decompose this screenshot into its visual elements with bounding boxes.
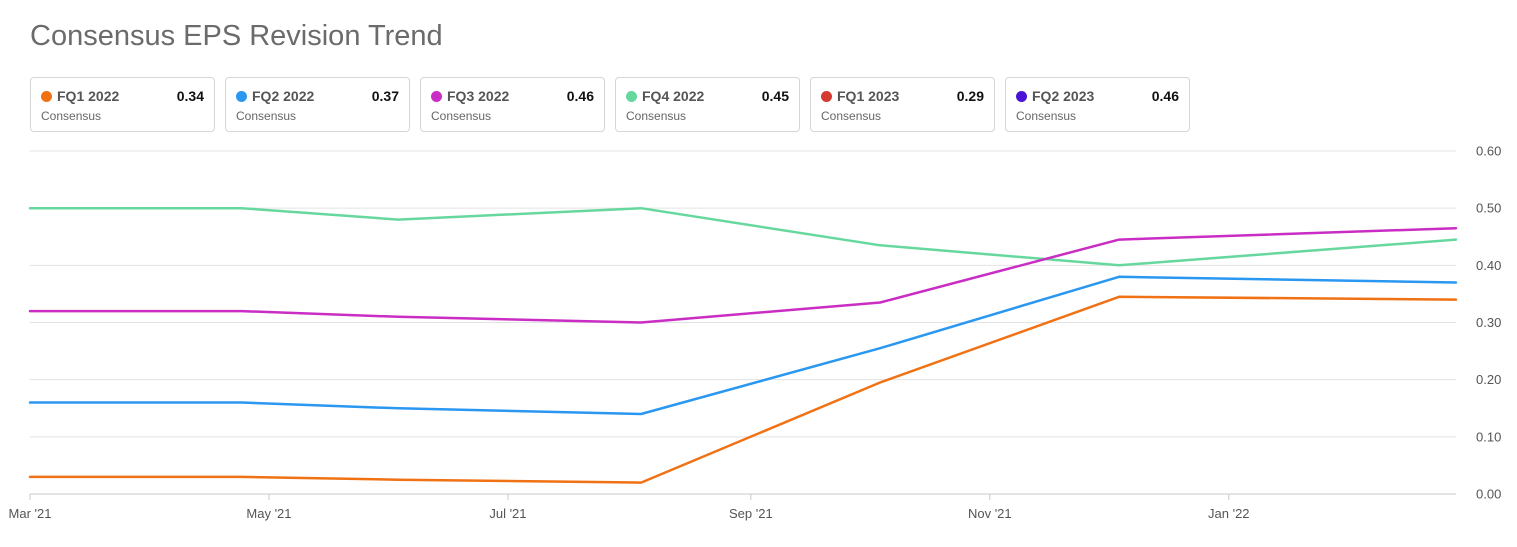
legend-dot-icon <box>626 91 637 102</box>
legend-dot-icon <box>41 91 52 102</box>
legend-series-caption: Consensus <box>236 109 297 123</box>
legend-series-value: 0.46 <box>1151 88 1179 104</box>
y-tick-label: 0.40 <box>1476 258 1501 273</box>
legend-series-name: FQ1 2022 <box>57 88 120 104</box>
legend-series-caption: Consensus <box>821 109 882 123</box>
legend-series-caption: Consensus <box>431 109 492 123</box>
legend-series-name: FQ2 2023 <box>1032 88 1095 104</box>
y-tick-label: 0.60 <box>1476 144 1501 159</box>
series-line-fq4-2022 <box>28 206 1458 267</box>
series-line-fq2-2022 <box>28 275 1458 416</box>
legend-series-caption: Consensus <box>626 109 687 123</box>
y-tick-label: 0.00 <box>1476 487 1501 502</box>
legend-series-caption: Consensus <box>41 109 102 123</box>
legend-series-name: FQ3 2022 <box>447 88 510 104</box>
legend-series-value: 0.34 <box>176 88 204 104</box>
legend-series-name: FQ1 2023 <box>837 88 900 104</box>
legend-series-value: 0.37 <box>371 88 399 104</box>
legend-dot-icon <box>821 91 832 102</box>
legend-series-name: FQ4 2022 <box>642 88 705 104</box>
legend-dot-icon <box>1016 91 1027 102</box>
legend-series-value: 0.45 <box>761 88 789 104</box>
y-tick-label: 0.10 <box>1476 429 1501 444</box>
y-tick-label: 0.20 <box>1476 372 1501 387</box>
legend-series-name: FQ2 2022 <box>252 88 315 104</box>
series-line-fq1-2022 <box>28 295 1458 484</box>
legend-item-fq4-2022[interactable]: FQ4 2022 0.45 Consensus <box>615 77 800 132</box>
legend-item-fq1-2023[interactable]: FQ1 2023 0.29 Consensus <box>810 77 995 132</box>
x-tick-label: Nov '21 <box>968 506 1012 521</box>
legend-dot-icon <box>236 91 247 102</box>
chart-title: Consensus EPS Revision Trend <box>30 20 443 52</box>
series-line-fq3-2022 <box>28 226 1458 324</box>
legend-series-caption: Consensus <box>1016 109 1077 123</box>
y-tick-label: 0.50 <box>1476 201 1501 216</box>
legend-dot-icon <box>431 91 442 102</box>
legend-series-value: 0.29 <box>956 88 984 104</box>
legend-item-fq2-2023[interactable]: FQ2 2023 0.46 Consensus <box>1005 77 1190 132</box>
x-tick-label: Sep '21 <box>729 506 773 521</box>
legend: FQ1 2022 0.34 Consensus FQ2 2022 0.37 Co… <box>30 77 1190 132</box>
x-tick-label: Mar '21 <box>9 506 52 521</box>
x-tick-label: Jul '21 <box>489 506 526 521</box>
y-tick-label: 0.30 <box>1476 315 1501 330</box>
legend-item-fq1-2022[interactable]: FQ1 2022 0.34 Consensus <box>30 77 215 132</box>
legend-item-fq3-2022[interactable]: FQ3 2022 0.46 Consensus <box>420 77 605 132</box>
x-tick-label: Jan '22 <box>1208 506 1250 521</box>
x-tick-label: May '21 <box>246 506 291 521</box>
legend-series-value: 0.46 <box>566 88 594 104</box>
legend-item-fq2-2022[interactable]: FQ2 2022 0.37 Consensus <box>225 77 410 132</box>
